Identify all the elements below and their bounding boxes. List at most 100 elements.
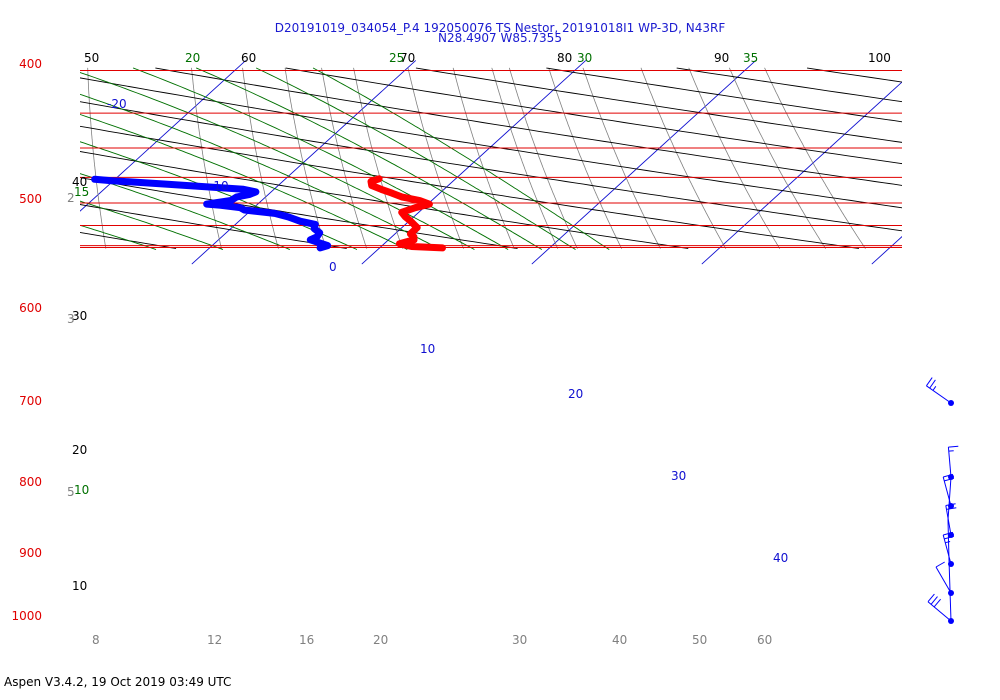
isotherm-line xyxy=(80,60,246,212)
wind-barb-staff xyxy=(926,385,952,404)
moist-adiabat-label: 25 xyxy=(389,51,404,65)
wind-barb xyxy=(945,503,957,538)
pressure-tick-label: 400 xyxy=(19,57,42,71)
wind-barb-staff xyxy=(945,505,952,536)
wind-barb-feather xyxy=(930,596,938,605)
wind-barb-feather xyxy=(925,377,933,387)
mixing-ratio-line xyxy=(87,67,107,249)
dry-adiabat-line xyxy=(80,77,902,209)
mixing-ratio-line xyxy=(548,67,622,249)
chart-labels: 400 500 600 700 800 900 1000 -20 -10 0 10 20 30 40 50 6… xyxy=(11,51,890,647)
wind-barb xyxy=(935,561,954,596)
mixing-ratio-label: 12 xyxy=(207,633,222,647)
mixing-ratio-line xyxy=(321,67,368,249)
dry-adiabat-label: 20 xyxy=(72,443,87,457)
dry-adiabat-line xyxy=(546,67,902,123)
isotherm-line xyxy=(531,60,756,265)
temperature-point xyxy=(398,209,405,216)
wind-barb-staff xyxy=(942,534,952,565)
moist-adiabat-line xyxy=(80,200,224,250)
sounding-series xyxy=(91,175,446,252)
wind-barb-feather xyxy=(943,473,954,478)
dewpoint-point xyxy=(240,186,247,193)
mixing-ratio-label: 8 xyxy=(92,633,100,647)
dry-adiabat-line xyxy=(155,67,902,186)
temperature-point xyxy=(412,204,419,211)
isotherm-line xyxy=(701,81,902,265)
wind-barb-staff xyxy=(927,601,952,622)
dry-adiabat-label: 60 xyxy=(241,51,256,65)
dewpoint-point xyxy=(271,210,278,217)
dewpoint-point xyxy=(91,176,98,183)
isotherm-label: -10 xyxy=(209,179,229,193)
pressure-tick-label: 800 xyxy=(19,475,42,489)
temperature-point xyxy=(396,240,403,247)
temperature-point xyxy=(414,224,421,231)
dry-adiabat-line xyxy=(415,67,902,143)
wind-barb xyxy=(942,531,955,567)
dewpoint-point xyxy=(203,201,210,208)
wind-barb-feather xyxy=(945,503,956,506)
temperature-point xyxy=(439,244,446,251)
wind-barb-feather xyxy=(944,477,955,482)
mixing-ratio-label: 5 xyxy=(67,485,75,499)
isotherm-line xyxy=(0,61,76,264)
temperature-point xyxy=(407,218,414,225)
wind-barb-feather xyxy=(935,561,945,568)
wind-barb xyxy=(927,593,954,624)
wind-barb-feather xyxy=(932,386,937,391)
dry-adiabat-label: 40 xyxy=(72,175,87,189)
isotherm-label: 10 xyxy=(420,342,435,356)
dry-adiabat-label: 30 xyxy=(72,309,87,323)
dewpoint-point xyxy=(316,229,323,236)
dry-adiabat-label: 10 xyxy=(72,579,87,593)
temperature-point xyxy=(376,175,383,182)
mixing-ratio-line xyxy=(582,67,661,249)
dewpoint-point xyxy=(307,236,314,243)
mixing-ratio-label: 2 xyxy=(67,191,75,205)
footer-text: Aspen V3.4.2, 19 Oct 2019 03:49 UTC xyxy=(4,675,232,689)
temperature-point xyxy=(426,201,433,208)
wind-barb-feather xyxy=(944,535,955,540)
wind-barb-feather xyxy=(927,593,935,603)
dewpoint-point xyxy=(317,244,324,251)
pressure-tick-label: 1000 xyxy=(11,609,42,623)
moist-adiabat-label: 20 xyxy=(185,51,200,65)
dewpoint-point xyxy=(237,204,244,211)
moist-adiabat-label: 35 xyxy=(743,51,758,65)
dry-adiabat-label: 90 xyxy=(714,51,729,65)
wind-barb xyxy=(925,377,954,406)
wind-barb-feather xyxy=(929,379,936,389)
dry-adiabat-line xyxy=(80,204,347,249)
isotherm-label: 40 xyxy=(773,551,788,565)
moist-adiabat-line xyxy=(80,224,157,250)
dewpoint-point xyxy=(297,218,304,225)
wind-barb-staff xyxy=(947,447,952,478)
temperature-point xyxy=(378,186,385,193)
moist-adiabat-label: 15 xyxy=(74,185,89,199)
dry-adiabat-line xyxy=(80,125,860,249)
temperature-point xyxy=(389,190,396,197)
dewpoint-point xyxy=(228,197,234,204)
temperature-point xyxy=(398,193,405,200)
dry-adiabat-line xyxy=(80,231,177,249)
pressure-tick-label: 500 xyxy=(19,192,42,206)
mixing-ratio-label: 30 xyxy=(512,633,527,647)
mixing-ratio-label: 16 xyxy=(299,633,314,647)
dewpoint-point xyxy=(285,213,291,220)
isobar-lines xyxy=(80,70,902,248)
mixing-ratio-line xyxy=(688,67,780,249)
isotherm-label: 0 xyxy=(329,260,337,274)
dry-adiabat-line xyxy=(80,177,518,249)
dry-adiabat-label: 80 xyxy=(557,51,572,65)
dewpoint-point xyxy=(312,221,319,228)
wind-barb-staff xyxy=(942,476,952,507)
dry-adiabat-label: 100 xyxy=(868,51,891,65)
temperature-point xyxy=(407,230,414,237)
isotherm-label: -20 xyxy=(107,97,127,111)
mixing-ratio-label: 50 xyxy=(692,633,707,647)
pressure-tick-label: 900 xyxy=(19,546,42,560)
mixing-ratio-label: 40 xyxy=(612,633,627,647)
temperature-point xyxy=(416,197,423,204)
